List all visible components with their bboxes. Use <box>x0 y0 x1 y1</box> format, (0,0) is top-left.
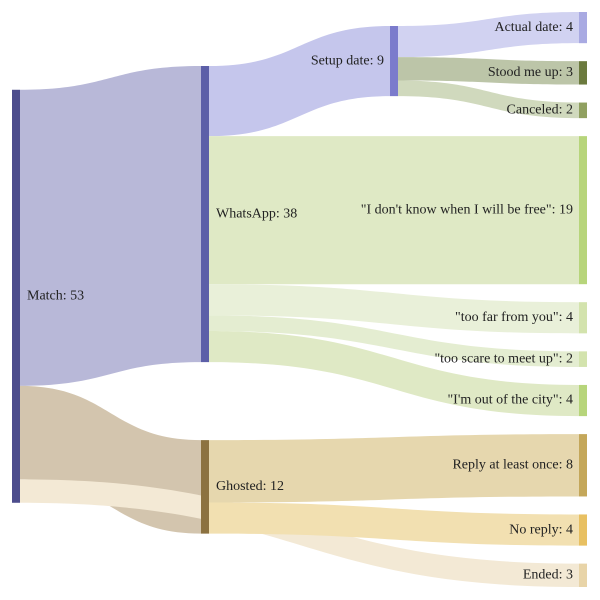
node-label: Canceled: 2 <box>507 103 573 118</box>
link <box>209 284 579 334</box>
node <box>579 102 587 119</box>
link <box>209 26 390 137</box>
node <box>579 351 587 367</box>
node-label: "I don't know when I will be free": 19 <box>361 202 573 217</box>
node-label: Reply at least once: 8 <box>452 458 573 473</box>
link <box>209 330 579 417</box>
link <box>209 502 579 546</box>
node-label: No reply: 4 <box>509 522 573 537</box>
link <box>209 136 579 285</box>
link <box>209 434 579 503</box>
node <box>201 66 209 363</box>
link <box>398 12 579 58</box>
link <box>20 66 201 386</box>
node-label: Stood me up: 3 <box>488 65 573 80</box>
node <box>579 136 587 285</box>
node <box>390 26 398 97</box>
node <box>579 384 587 417</box>
node <box>579 302 587 334</box>
node-label: Match: 53 <box>27 288 84 303</box>
link <box>209 315 579 367</box>
node-label: "too far from you": 4 <box>455 310 573 325</box>
node <box>12 89 20 503</box>
node <box>579 434 587 497</box>
node <box>579 61 587 85</box>
node-label: Actual date: 4 <box>494 20 573 35</box>
node-label: "I'm out of the city": 4 <box>447 393 573 408</box>
node <box>201 440 209 534</box>
node <box>579 563 587 587</box>
node <box>579 12 587 44</box>
node-label: WhatsApp: 38 <box>216 206 297 221</box>
link <box>398 57 579 85</box>
node-label: Setup date: 9 <box>311 53 384 68</box>
node-label: Ghosted: 12 <box>216 479 284 494</box>
node-label: Ended: 3 <box>523 568 573 583</box>
node <box>579 514 587 546</box>
node-label: "too scare to meet up": 2 <box>434 351 573 366</box>
link <box>398 80 579 119</box>
